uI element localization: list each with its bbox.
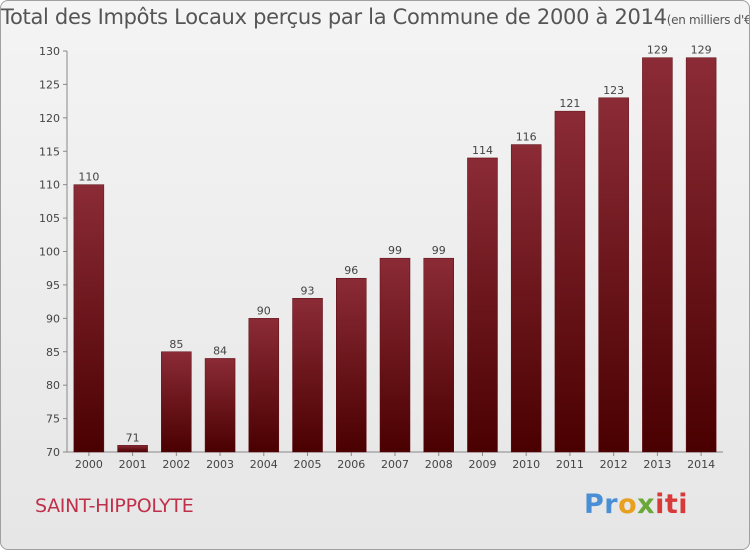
x-tick-label-2004: 2004 xyxy=(250,458,278,471)
y-tick-label: 115 xyxy=(39,145,60,158)
data-label-2010: 116 xyxy=(516,131,537,144)
commune-name: SAINT-HIPPOLYTE xyxy=(35,495,194,517)
x-tick-label-2005: 2005 xyxy=(294,458,322,471)
bars xyxy=(73,57,717,453)
y-tick-label: 80 xyxy=(46,379,60,392)
bar-2014 xyxy=(685,57,717,453)
data-label-2004: 90 xyxy=(257,304,271,317)
logo-part-2: o xyxy=(618,489,638,520)
data-label-2005: 93 xyxy=(301,284,315,297)
data-label-2011: 121 xyxy=(559,97,580,110)
bar-2000 xyxy=(73,184,105,453)
x-tick-label-2003: 2003 xyxy=(206,458,234,471)
logo-part-3: x xyxy=(637,489,656,520)
y-tick-label: 85 xyxy=(46,346,60,359)
bar-2005 xyxy=(292,298,323,453)
y-tick-label: 130 xyxy=(39,45,60,58)
bar-2002 xyxy=(161,351,192,453)
y-tick-label: 90 xyxy=(46,312,60,325)
x-tick-label-2000: 2000 xyxy=(75,458,103,471)
data-label-2006: 96 xyxy=(344,264,358,277)
proxiti-logo: Proxiti xyxy=(584,489,688,520)
x-tick-label-2009: 2009 xyxy=(468,458,496,471)
bar-2001 xyxy=(117,445,148,453)
x-tick-label-2011: 2011 xyxy=(556,458,584,471)
data-label-2002: 85 xyxy=(169,338,183,351)
x-tick-label-2007: 2007 xyxy=(381,458,409,471)
data-label-2001: 71 xyxy=(126,431,140,444)
bar-2006 xyxy=(336,277,367,453)
data-label-2007: 99 xyxy=(388,244,402,257)
y-tick-label: 100 xyxy=(39,246,60,259)
bar-2008 xyxy=(423,257,454,453)
logo-part-4: iti xyxy=(655,489,689,520)
x-tick-label-2008: 2008 xyxy=(425,458,453,471)
bar-2003 xyxy=(204,358,236,453)
x-tick-label-2002: 2002 xyxy=(162,458,190,471)
y-tick-label: 105 xyxy=(39,212,60,225)
data-label-2000: 110 xyxy=(78,171,99,184)
y-tick-label: 120 xyxy=(39,112,60,125)
data-label-2014: 129 xyxy=(691,44,712,57)
bar-2012 xyxy=(598,97,629,453)
bar-2010 xyxy=(510,144,542,453)
y-tick-label: 75 xyxy=(46,413,60,426)
chart-title: Total des Impôts Locaux perçus par la Co… xyxy=(1,5,749,29)
x-tick-label-2010: 2010 xyxy=(512,458,540,471)
data-label-2003: 84 xyxy=(213,344,227,357)
x-tick-label-2006: 2006 xyxy=(337,458,365,471)
data-labels: 110 71 85 84 90 93 96 99 99 114 116 121 123 129 129 xyxy=(78,44,711,445)
bar-2004 xyxy=(248,318,280,453)
data-label-2012: 123 xyxy=(603,84,624,97)
y-tick-label: 70 xyxy=(46,446,60,459)
data-label-2009: 114 xyxy=(472,144,493,157)
y-tick-label: 110 xyxy=(39,179,60,192)
chart-title-unit: (en milliers d'€) xyxy=(666,13,750,27)
x-axis: 2000 2001 2002 2003 2004 2005 2006 2007 2008 2009… xyxy=(67,451,723,471)
x-tick-label-2014: 2014 xyxy=(687,458,715,471)
bar-2013 xyxy=(642,57,673,453)
y-tick-label: 95 xyxy=(46,279,60,292)
logo-part-1: Pr xyxy=(584,489,619,520)
y-tick-label: 125 xyxy=(39,78,60,91)
bar-2009 xyxy=(467,157,498,453)
bar-2007 xyxy=(379,257,411,453)
chart-title-main: Total des Impôts Locaux perçus par la Co… xyxy=(1,5,667,29)
data-label-2008: 99 xyxy=(432,244,446,257)
x-tick-label-2012: 2012 xyxy=(600,458,628,471)
data-label-2013: 129 xyxy=(647,44,668,57)
y-axis: 70 75 80 85 90 95 100 105 110 115 120 125 130 xyxy=(39,45,68,459)
x-tick-label-2013: 2013 xyxy=(643,458,671,471)
bar-2011 xyxy=(554,110,586,453)
x-tick-label-2001: 2001 xyxy=(119,458,147,471)
